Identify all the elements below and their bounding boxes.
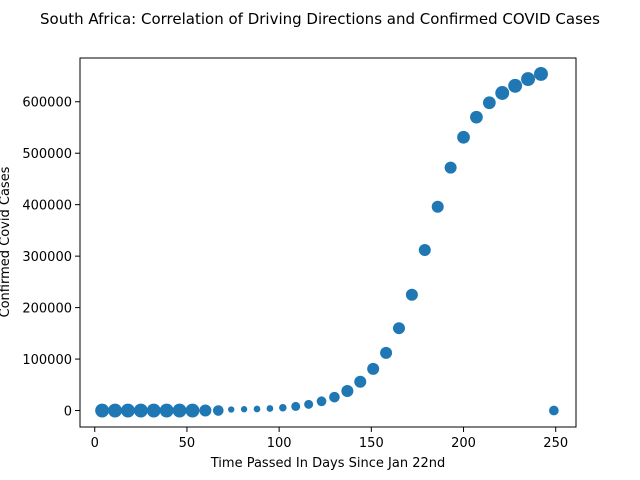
- data-point: [253, 405, 261, 413]
- y-tick-label: 0: [64, 405, 72, 420]
- data-point: [228, 406, 235, 413]
- data-point: [380, 346, 393, 359]
- data-point: [392, 322, 405, 335]
- data-point: [354, 375, 367, 388]
- data-point: [185, 403, 200, 418]
- x-tick-label: 0: [91, 436, 99, 451]
- x-tick-label: 50: [179, 436, 196, 451]
- data-point: [146, 403, 161, 418]
- data-point: [405, 288, 418, 301]
- data-point: [521, 72, 536, 87]
- data-point: [367, 362, 380, 375]
- data-point: [444, 161, 457, 174]
- data-point: [95, 403, 110, 418]
- data-point: [341, 384, 354, 397]
- y-tick-label: 200000: [22, 302, 72, 317]
- x-tick-label: 250: [543, 436, 568, 451]
- data-point: [457, 130, 470, 144]
- data-point: [470, 110, 483, 124]
- data-point: [266, 405, 274, 412]
- x-axis: 0 50 100 150 200 250: [91, 427, 568, 451]
- data-point: [508, 78, 523, 93]
- y-tick-label: 500000: [22, 147, 72, 162]
- data-point: [108, 403, 122, 418]
- data-point: [120, 403, 135, 418]
- y-axis: 0 100000 200000 300000 400000 500000 600000: [22, 96, 80, 420]
- y-tick-label: 400000: [22, 199, 72, 214]
- data-point: [291, 401, 301, 411]
- plot-frame: [79, 57, 577, 428]
- data-point: [549, 405, 559, 416]
- data-point: [199, 404, 212, 417]
- data-points: [95, 66, 559, 418]
- data-point: [316, 396, 327, 407]
- y-tick-label: 300000: [22, 250, 72, 265]
- chart-title: South Africa: Correlation of Driving Dir…: [40, 10, 600, 28]
- y-axis-label: Confirmed Covid Cases: [0, 166, 13, 317]
- data-point: [418, 243, 431, 256]
- data-point: [534, 66, 548, 81]
- data-point: [133, 403, 148, 418]
- y-tick-label: 100000: [22, 353, 72, 368]
- data-point: [495, 86, 510, 100]
- data-point: [431, 200, 444, 213]
- data-point: [304, 399, 314, 409]
- y-tick-label: 600000: [22, 96, 72, 111]
- x-tick-label: 150: [359, 436, 384, 451]
- x-axis-label: Time Passed In Days Since Jan 22nd: [210, 456, 445, 471]
- data-point: [482, 96, 496, 110]
- data-point: [172, 403, 187, 418]
- data-point: [159, 403, 174, 418]
- x-tick-label: 100: [267, 436, 292, 451]
- data-point: [329, 391, 340, 403]
- data-point: [240, 406, 248, 413]
- data-point: [212, 405, 224, 416]
- x-tick-label: 200: [451, 436, 476, 451]
- data-point: [279, 403, 287, 412]
